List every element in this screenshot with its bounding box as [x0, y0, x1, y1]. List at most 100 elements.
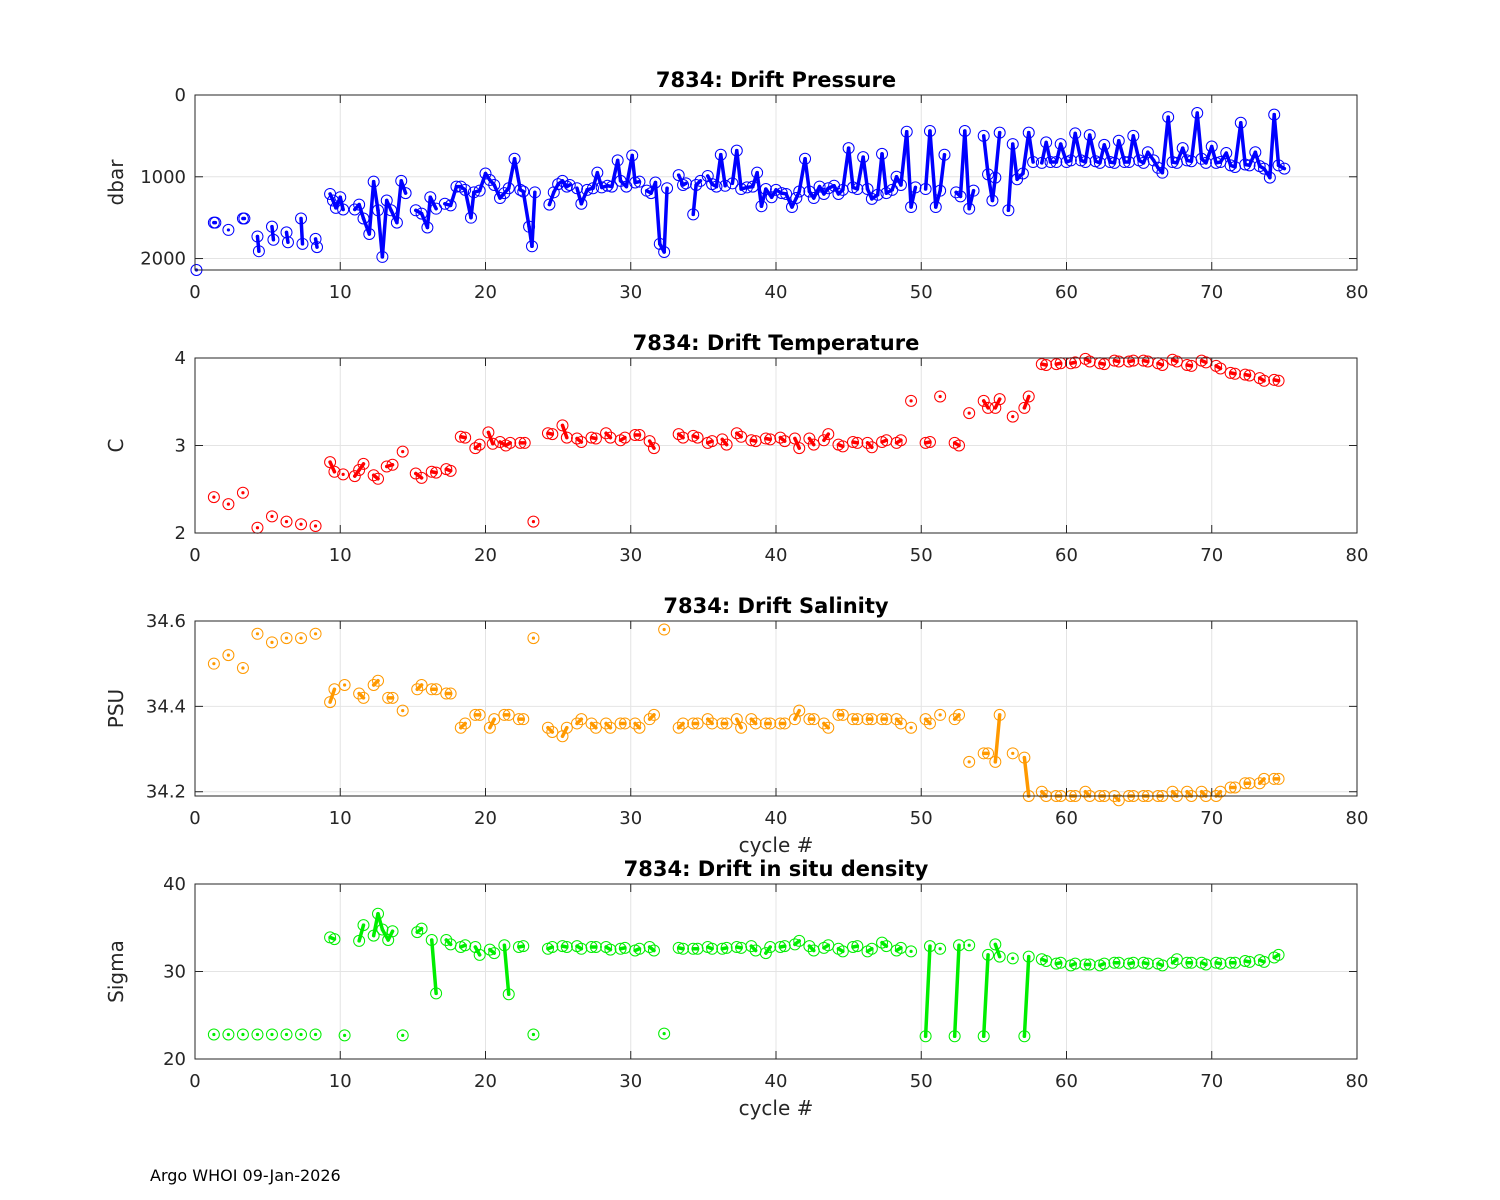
data-point-dot: [212, 1032, 216, 1037]
data-point: [575, 197, 588, 210]
data-point: [1166, 956, 1179, 969]
series-segment: [386, 929, 395, 942]
data-point: [488, 947, 501, 960]
data-point-dot: [492, 717, 496, 721]
data-point: [677, 431, 690, 444]
data-point: [517, 185, 530, 198]
y-tick-label: 2: [175, 523, 186, 544]
data-point: [1127, 956, 1140, 969]
data-point: [701, 713, 714, 726]
data-point-dot: [986, 751, 990, 755]
data-point: [894, 717, 907, 730]
data-point-dot: [749, 717, 753, 721]
data-point: [527, 632, 540, 645]
data-point: [552, 178, 565, 191]
data-point: [633, 942, 646, 955]
data-point-dot: [681, 183, 685, 187]
x-tick-label: 40: [765, 1071, 788, 1092]
data-point-dot: [653, 180, 658, 185]
data-point-dot: [1282, 166, 1286, 171]
data-point: [851, 183, 864, 196]
data-point-dot: [652, 713, 656, 717]
data-point: [280, 515, 293, 528]
x-tick-label: 60: [1055, 1071, 1078, 1092]
data-point: [735, 721, 748, 734]
series-segment: [909, 185, 918, 209]
data-point-dot: [1112, 161, 1117, 165]
data-point-dot: [463, 188, 467, 192]
data-point-dot: [924, 187, 928, 191]
data-point-dot: [486, 430, 491, 434]
data-point: [1022, 390, 1035, 403]
data-point-dot: [637, 726, 642, 730]
data-point: [1098, 138, 1111, 151]
data-point: [527, 515, 540, 528]
data-point-dot: [241, 1032, 245, 1037]
data-point: [517, 940, 530, 953]
series-segment: [506, 157, 517, 190]
data-point-dot: [1117, 798, 1121, 802]
data-point: [560, 180, 573, 193]
data-point: [396, 704, 409, 717]
data-point: [986, 194, 999, 207]
data-point-dot: [832, 184, 836, 188]
data-point-dot: [1131, 961, 1135, 965]
data-point-dot: [662, 1032, 666, 1036]
data-point: [1050, 156, 1063, 169]
data-point-dot: [270, 640, 274, 644]
data-point-dot: [695, 721, 700, 726]
data-point-dot: [797, 709, 801, 713]
data-point: [770, 183, 782, 196]
x-tick-label: 60: [1055, 808, 1078, 829]
data-point: [720, 941, 733, 954]
x-tick-label: 50: [910, 282, 933, 303]
data-point: [514, 183, 527, 196]
series-segment: [1224, 151, 1233, 168]
series-segment: [1131, 134, 1141, 163]
data-point: [993, 708, 1006, 721]
footer-credit: Argo WHOI 09-Jan-2026: [150, 1166, 341, 1185]
series-segment: [1166, 115, 1175, 164]
data-point: [1258, 162, 1271, 175]
data-point-dot: [841, 949, 845, 953]
data-point: [459, 717, 472, 730]
data-point-dot: [986, 953, 990, 957]
data-point-dot: [313, 524, 318, 528]
x-tick-label: 70: [1200, 808, 1223, 829]
data-point: [982, 747, 995, 760]
data-point-dot: [608, 948, 613, 952]
data-point: [415, 471, 428, 484]
data-point-dot: [226, 1032, 231, 1037]
data-point-dot: [550, 945, 554, 949]
data-point-dot: [478, 443, 482, 447]
data-point-dot: [255, 632, 260, 636]
data-point: [905, 945, 918, 958]
data-point: [265, 636, 278, 649]
data-point: [518, 436, 531, 449]
data-point: [963, 202, 976, 215]
data-point-dot: [395, 220, 399, 225]
data-point: [817, 717, 830, 730]
data-point-dot: [739, 946, 743, 950]
series-segment: [1117, 139, 1127, 164]
data-point-dot: [449, 691, 453, 696]
data-point: [295, 212, 308, 225]
data-point: [647, 944, 660, 957]
data-point-dot: [1253, 150, 1257, 154]
data-point-dot: [894, 717, 899, 721]
data-point-dot: [376, 912, 380, 916]
data-point-dot: [372, 934, 376, 938]
data-point-dot: [507, 186, 511, 190]
data-point-dot: [1262, 379, 1266, 383]
data-point-dot: [1239, 121, 1243, 125]
data-point: [1156, 359, 1169, 371]
y-tick-label: 3: [175, 436, 186, 457]
data-point: [989, 171, 1002, 184]
y-tick-label: 4: [175, 348, 186, 369]
data-point: [1214, 362, 1227, 375]
series-segment: [477, 171, 488, 193]
series-segment: [990, 175, 998, 203]
data-point-dot: [1276, 953, 1281, 957]
series-segment: [428, 195, 438, 211]
data-point-dot: [604, 721, 608, 726]
